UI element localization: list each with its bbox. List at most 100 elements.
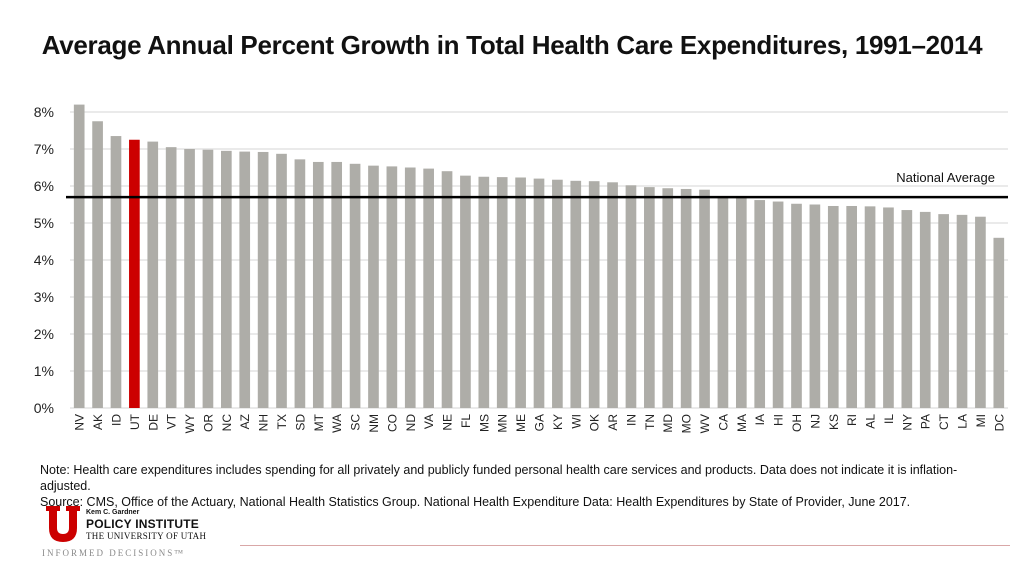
y-tick-label: 0% <box>34 400 54 416</box>
x-tick-label: IL <box>882 414 896 424</box>
bar-dc <box>993 237 1005 408</box>
bar-nj <box>809 204 821 408</box>
x-tick-label: MN <box>496 414 510 433</box>
bar-il <box>883 207 894 408</box>
x-tick-label: WA <box>330 414 344 433</box>
bar-ma <box>735 197 747 408</box>
y-tick-label: 2% <box>34 326 54 342</box>
x-tick-label: AL <box>864 414 878 429</box>
bar-ga <box>533 178 545 408</box>
bar-fl <box>460 175 471 408</box>
bar-al <box>864 206 876 408</box>
x-tick-label: NY <box>900 414 914 431</box>
y-axis-ticks: 0% 1% 2% 3% 4% 5% 6% 7% 8% <box>34 104 54 416</box>
x-tick-label: NC <box>220 414 234 432</box>
x-tick-label: CO <box>385 414 399 432</box>
x-tick-label: ID <box>109 414 123 426</box>
bar-nd <box>404 167 416 408</box>
x-tick-label: NE <box>441 414 455 431</box>
x-axis-ticks: NV AK ID UT DE VT WY OR NC AZ NH TX SD MT WA SC NM CO ND VA… <box>73 413 1007 433</box>
x-tick-label: DC <box>992 414 1006 432</box>
national-average-label: National Average <box>896 170 995 185</box>
bar-tn <box>644 187 655 408</box>
x-tick-label: VA <box>422 414 436 429</box>
x-tick-label: SC <box>349 414 363 431</box>
x-tick-label: AK <box>91 414 105 430</box>
bar-ia <box>754 200 766 408</box>
x-tick-label: NM <box>367 414 381 433</box>
bar-ne <box>441 171 453 408</box>
bar-mi <box>975 216 986 408</box>
bar-ar <box>607 182 618 408</box>
bar-chart: 0%1%2%3%4%5%6%7%8% NV AK ID UT DE VT WY OR NC AZ N… <box>34 104 1008 433</box>
y-tick-label: 6% <box>34 178 54 194</box>
logo-institute-name: POLICY INSTITUTE <box>86 517 199 531</box>
bar-ct <box>938 214 949 408</box>
y-tick-label: 3% <box>34 289 54 305</box>
x-tick-label: HI <box>772 414 786 426</box>
bar-tx <box>276 153 287 408</box>
policy-institute-logo: Kem C. Gardner POLICY INSTITUTE THE UNIV… <box>42 506 266 566</box>
x-tick-label: WV <box>698 414 712 433</box>
x-tick-label: PA <box>919 414 933 429</box>
x-tick-label: MO <box>680 414 694 433</box>
bar-nv <box>73 104 85 408</box>
x-tick-label: ME <box>514 414 528 432</box>
x-tick-label: MS <box>477 414 491 432</box>
x-tick-label: OK <box>588 414 602 431</box>
x-tick-label: LA <box>956 414 970 429</box>
bar-va <box>423 168 434 408</box>
logo-university: THE UNIVERSITY OF UTAH <box>86 531 207 541</box>
x-tick-label: WI <box>569 414 583 429</box>
bar-la <box>956 214 968 408</box>
x-tick-label: OR <box>201 414 215 432</box>
x-tick-label: UT <box>128 413 142 430</box>
x-tick-label: AZ <box>238 414 252 429</box>
x-tick-label: RI <box>845 414 859 426</box>
bar-wv <box>699 189 710 408</box>
x-tick-label: ND <box>404 414 418 432</box>
bar-in <box>625 185 637 408</box>
x-tick-label: TN <box>643 414 657 430</box>
x-tick-label: MT <box>312 413 326 431</box>
x-tick-label: MD <box>661 414 675 433</box>
x-tick-label: CA <box>716 414 730 431</box>
bar-de <box>147 141 159 408</box>
bars <box>73 104 1005 409</box>
y-tick-label: 8% <box>34 104 54 120</box>
bar-ri <box>846 205 858 408</box>
bar-wi <box>570 180 582 408</box>
bar-co <box>386 166 398 408</box>
bar-me <box>515 177 526 408</box>
bar-nh <box>257 151 269 408</box>
x-tick-label: VT <box>165 413 179 429</box>
x-tick-label: MI <box>974 414 988 427</box>
bar-ny <box>901 210 913 408</box>
x-tick-label: FL <box>459 414 473 428</box>
logo-kem-text: Kem C. Gardner <box>86 509 140 516</box>
x-tick-label: TX <box>275 414 289 429</box>
y-tick-label: 1% <box>34 363 54 379</box>
x-tick-label: CT <box>937 413 951 430</box>
bar-wa <box>331 161 343 408</box>
y-tick-label: 5% <box>34 215 54 231</box>
x-tick-label: DE <box>146 414 160 431</box>
x-tick-label: NH <box>257 414 271 431</box>
bar-mn <box>496 177 508 408</box>
bar-vt <box>165 147 177 408</box>
bar-mt <box>312 161 324 408</box>
x-tick-label: AR <box>606 414 620 431</box>
bar-nc <box>220 150 232 408</box>
reference-layer: National Average <box>66 170 1008 199</box>
bar-md <box>662 188 674 408</box>
bar-wy <box>184 149 195 408</box>
bar-ms <box>478 176 490 408</box>
note-text: Note: Health care expenditures includes … <box>40 463 958 493</box>
bar-id <box>110 136 122 409</box>
bar-ut <box>129 139 140 408</box>
chart-notes: Note: Health care expenditures includes … <box>40 462 1000 510</box>
x-tick-label: GA <box>533 414 547 431</box>
bar-pa <box>919 211 931 408</box>
x-tick-label: KY <box>551 414 565 430</box>
bar-or <box>202 149 214 409</box>
